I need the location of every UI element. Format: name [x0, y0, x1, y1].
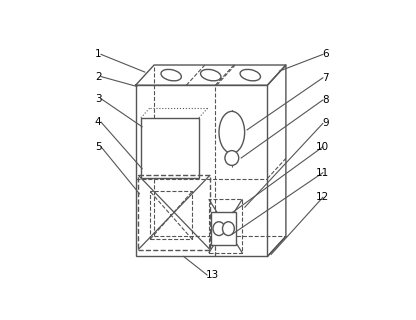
Bar	[141, 118, 199, 178]
Ellipse shape	[161, 69, 181, 81]
Bar	[150, 191, 192, 239]
Text: 6: 6	[322, 49, 329, 60]
Text: 8: 8	[322, 95, 329, 105]
Ellipse shape	[240, 69, 260, 81]
Text: 2: 2	[95, 72, 102, 82]
Bar	[209, 199, 243, 253]
Ellipse shape	[201, 69, 221, 81]
Text: 3: 3	[95, 94, 102, 104]
Text: 10: 10	[316, 142, 329, 152]
Ellipse shape	[223, 222, 234, 236]
Ellipse shape	[225, 151, 239, 165]
Text: 5: 5	[95, 142, 102, 152]
Text: 11: 11	[316, 168, 329, 178]
Bar	[211, 212, 236, 245]
Text: 12: 12	[316, 192, 329, 202]
Text: 13: 13	[206, 270, 218, 280]
Text: 4: 4	[95, 117, 102, 127]
Ellipse shape	[213, 222, 225, 236]
Bar	[138, 175, 210, 250]
Text: 7: 7	[322, 73, 329, 83]
Text: 1: 1	[95, 49, 102, 60]
Bar	[136, 85, 267, 256]
Ellipse shape	[219, 111, 245, 153]
Text: 9: 9	[322, 118, 329, 128]
